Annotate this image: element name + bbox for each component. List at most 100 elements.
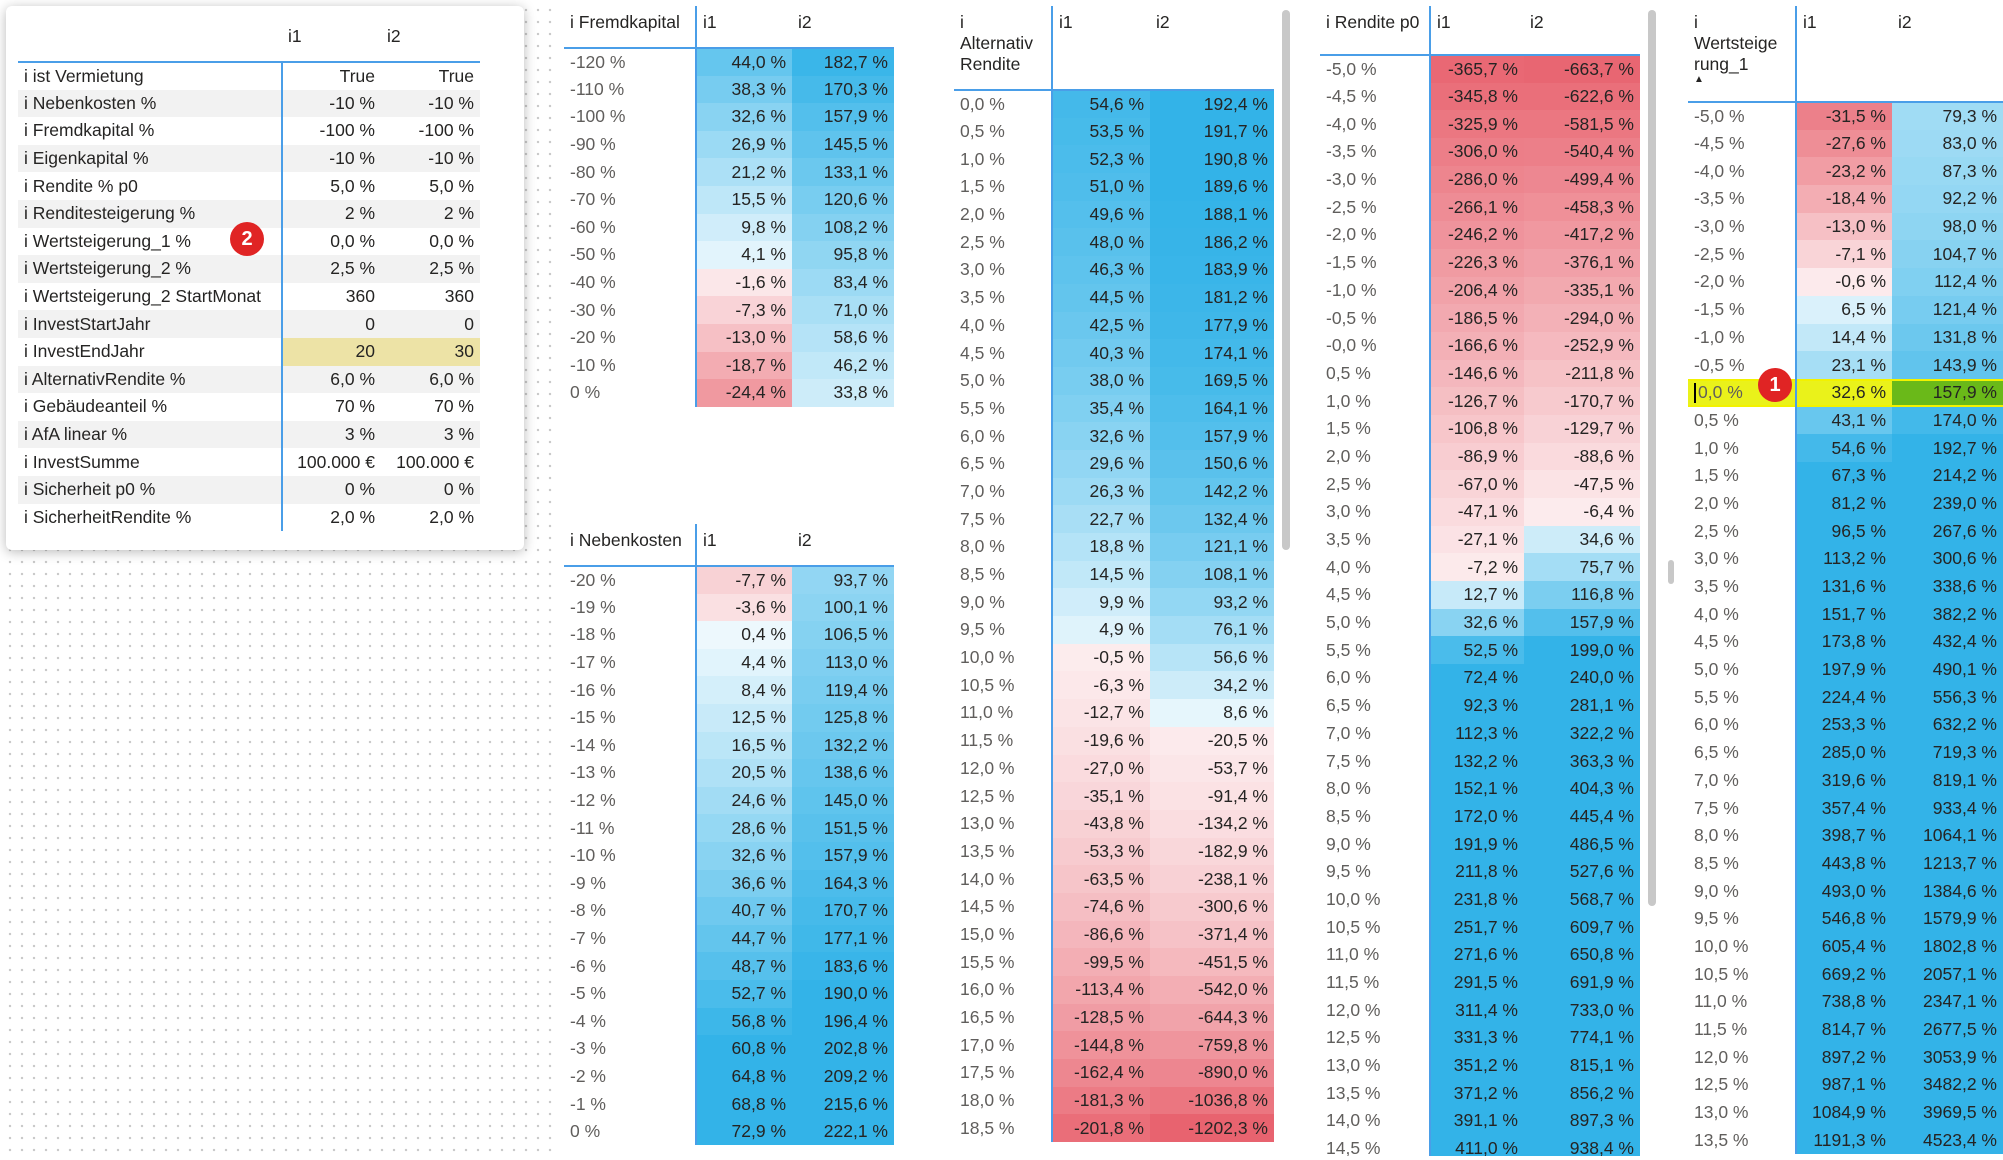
wert-value-i1[interactable]: 987,1 % bbox=[1795, 1071, 1892, 1099]
rend-value-i2[interactable]: 938,4 % bbox=[1524, 1134, 1640, 1156]
wert-value-i2[interactable]: 3969,5 % bbox=[1892, 1098, 2003, 1127]
fremd-row[interactable]: -10 % -18,7 % 46,2 % bbox=[564, 351, 894, 380]
parameter-value-i2[interactable]: -100 % bbox=[418, 120, 474, 141]
alt-value-i2[interactable]: -1202,3 % bbox=[1150, 1114, 1274, 1143]
alt-value-i1[interactable]: 52,3 % bbox=[1051, 145, 1150, 174]
rend-value-i1[interactable]: 92,3 % bbox=[1429, 691, 1524, 720]
wert-value-i1[interactable]: 814,7 % bbox=[1795, 1015, 1892, 1044]
wert-value-i1[interactable]: 131,6 % bbox=[1795, 572, 1892, 601]
rend-value-i1[interactable]: -226,3 % bbox=[1429, 248, 1524, 277]
neben-row[interactable]: -16 % 8,4 % 119,4 % bbox=[564, 676, 894, 704]
rend-row[interactable]: 13,0 % 351,2 % 815,1 % bbox=[1320, 1051, 1640, 1080]
wert-value-i2[interactable]: 300,6 % bbox=[1892, 545, 2003, 573]
rend-row[interactable]: 3,0 % -47,1 % -6,4 % bbox=[1320, 498, 1640, 526]
rend-value-i2[interactable]: 609,7 % bbox=[1524, 913, 1640, 941]
wert-value-i2[interactable]: 2677,5 % bbox=[1892, 1015, 2003, 1044]
rend-value-i1[interactable]: 191,9 % bbox=[1429, 830, 1524, 858]
alt-row[interactable]: 4,0 % 42,5 % 177,9 % bbox=[954, 311, 1274, 340]
rend-value-i2[interactable]: -458,3 % bbox=[1524, 193, 1640, 222]
fremd-value-i2[interactable]: 58,6 % bbox=[792, 323, 894, 352]
neben-value-i2[interactable]: 93,7 % bbox=[792, 566, 894, 594]
alt-value-i2[interactable]: 76,1 % bbox=[1150, 616, 1274, 644]
alt-value-i2[interactable]: 186,2 % bbox=[1150, 228, 1274, 257]
alt-row[interactable]: 8,0 % 18,8 % 121,1 % bbox=[954, 533, 1274, 561]
wert-header-i1[interactable]: i1 bbox=[1795, 6, 1892, 103]
wert-row[interactable]: -4,5 % -27,6 % 83,0 % bbox=[1688, 129, 2003, 158]
alt-value-i2[interactable]: -300,6 % bbox=[1150, 892, 1274, 921]
alt-value-i1[interactable]: -99,5 % bbox=[1051, 948, 1150, 976]
alt-value-i1[interactable]: 48,0 % bbox=[1051, 228, 1150, 257]
alt-row[interactable]: 15,0 % -86,6 % -371,4 % bbox=[954, 920, 1274, 949]
wert-value-i1[interactable]: -31,5 % bbox=[1795, 102, 1892, 130]
rend-header-i2[interactable]: i2 bbox=[1524, 6, 1640, 56]
fremd-row[interactable]: -100 % 32,6 % 157,9 % bbox=[564, 103, 894, 131]
alt-row[interactable]: 12,5 % -35,1 % -91,4 % bbox=[954, 782, 1274, 810]
rend-value-i2[interactable]: -252,9 % bbox=[1524, 331, 1640, 360]
alt-value-i1[interactable]: 42,5 % bbox=[1051, 311, 1150, 340]
alt-row[interactable]: 2,0 % 49,6 % 188,1 % bbox=[954, 200, 1274, 229]
neben-value-i2[interactable]: 125,8 % bbox=[792, 703, 894, 732]
alt-header-label[interactable]: i Alternativ Rendite bbox=[954, 6, 1052, 91]
rend-value-i1[interactable]: -126,7 % bbox=[1429, 387, 1524, 415]
parameter-value-i2[interactable]: 3 % bbox=[381, 420, 480, 449]
fremd-value-i1[interactable]: -24,4 % bbox=[695, 379, 792, 407]
rend-row[interactable]: 6,5 % 92,3 % 281,1 % bbox=[1320, 691, 1640, 720]
alt-header-i1[interactable]: i1 bbox=[1051, 6, 1150, 91]
alt-value-i1[interactable]: -19,6 % bbox=[1051, 726, 1150, 755]
neben-value-i2[interactable]: 106,5 % bbox=[792, 621, 894, 649]
parameter-value-i1[interactable]: -100 % bbox=[319, 120, 375, 141]
wert-row[interactable]: 5,5 % 224,4 % 556,3 % bbox=[1688, 683, 2003, 712]
wert-value-i2[interactable]: 719,3 % bbox=[1892, 738, 2003, 767]
rend-value-i2[interactable]: 568,7 % bbox=[1524, 885, 1640, 914]
wert-row[interactable]: -1,0 % 14,4 % 131,8 % bbox=[1688, 323, 2003, 352]
rend-value-i1[interactable]: 291,5 % bbox=[1429, 968, 1524, 997]
rend-row[interactable]: -2,0 % -246,2 % -417,2 % bbox=[1320, 221, 1640, 249]
alt-value-i2[interactable]: -890,0 % bbox=[1150, 1059, 1274, 1087]
fremd-row[interactable]: -90 % 26,9 % 145,5 % bbox=[564, 130, 894, 159]
wert-value-i2[interactable]: 1802,8 % bbox=[1892, 932, 2003, 961]
rend-value-i2[interactable]: 691,9 % bbox=[1524, 968, 1640, 997]
wert-value-i1[interactable]: 23,1 % bbox=[1795, 351, 1892, 379]
fremd-row[interactable]: -30 % -7,3 % 71,0 % bbox=[564, 296, 894, 324]
parameter-value-i2[interactable]: 5,0 % bbox=[429, 175, 474, 196]
wert-value-i1[interactable]: 319,6 % bbox=[1795, 766, 1892, 795]
alt-value-i2[interactable]: 142,2 % bbox=[1150, 477, 1274, 506]
rend-value-i2[interactable]: 733,0 % bbox=[1524, 996, 1640, 1025]
rend-value-i2[interactable]: -294,0 % bbox=[1524, 304, 1640, 332]
neben-header-i1[interactable]: i1 bbox=[695, 524, 792, 567]
neben-row[interactable]: -4 % 56,8 % 196,4 % bbox=[564, 1007, 894, 1036]
wert-row[interactable]: 4,0 % 151,7 % 382,2 % bbox=[1688, 600, 2003, 629]
fremd-row[interactable]: -70 % 15,5 % 120,6 % bbox=[564, 185, 894, 214]
wert-value-i1[interactable]: 6,5 % bbox=[1795, 295, 1892, 324]
wert-row[interactable]: 2,5 % 96,5 % 267,6 % bbox=[1688, 517, 2003, 545]
wert-row[interactable]: 12,0 % 897,2 % 3053,9 % bbox=[1688, 1043, 2003, 1072]
wert-row[interactable]: 3,5 % 131,6 % 338,6 % bbox=[1688, 572, 2003, 601]
alt-value-i2[interactable]: 169,5 % bbox=[1150, 366, 1274, 395]
fremd-header-i2[interactable]: i2 bbox=[792, 6, 894, 49]
alt-value-i2[interactable]: -451,5 % bbox=[1150, 948, 1274, 976]
fremd-value-i1[interactable]: 32,6 % bbox=[695, 103, 792, 131]
alt-value-i2[interactable]: 121,1 % bbox=[1150, 533, 1274, 561]
fremd-value-i1[interactable]: 4,1 % bbox=[695, 241, 792, 269]
wert-value-i2[interactable]: 121,4 % bbox=[1892, 295, 2003, 324]
neben-value-i2[interactable]: 209,2 % bbox=[792, 1062, 894, 1091]
wert-value-i1[interactable]: 738,8 % bbox=[1795, 988, 1892, 1016]
neben-value-i1[interactable]: 44,7 % bbox=[695, 924, 792, 953]
rend-value-i2[interactable]: -622,6 % bbox=[1524, 82, 1640, 111]
neben-value-i1[interactable]: 64,8 % bbox=[695, 1062, 792, 1091]
rend-value-i1[interactable]: -306,0 % bbox=[1429, 138, 1524, 166]
neben-value-i1[interactable]: 68,8 % bbox=[695, 1090, 792, 1118]
rend-value-i1[interactable]: 211,8 % bbox=[1429, 857, 1524, 886]
wert-value-i1[interactable]: 54,6 % bbox=[1795, 434, 1892, 462]
rend-value-i2[interactable]: -129,7 % bbox=[1524, 414, 1640, 443]
wert-value-i1[interactable]: 253,3 % bbox=[1795, 711, 1892, 739]
neben-value-i1[interactable]: 40,7 % bbox=[695, 897, 792, 925]
rend-row[interactable]: 2,5 % -67,0 % -47,5 % bbox=[1320, 470, 1640, 498]
alt-value-i2[interactable]: 174,1 % bbox=[1150, 339, 1274, 367]
alt-value-i2[interactable]: -542,0 % bbox=[1150, 976, 1274, 1004]
neben-value-i1[interactable]: 4,4 % bbox=[695, 648, 792, 677]
rend-value-i1[interactable]: -186,5 % bbox=[1429, 304, 1524, 332]
alt-row[interactable]: 1,0 % 52,3 % 190,8 % bbox=[954, 145, 1274, 174]
wert-header-i2[interactable]: i2 bbox=[1892, 6, 2003, 103]
neben-value-i1[interactable]: -3,6 % bbox=[695, 593, 792, 622]
